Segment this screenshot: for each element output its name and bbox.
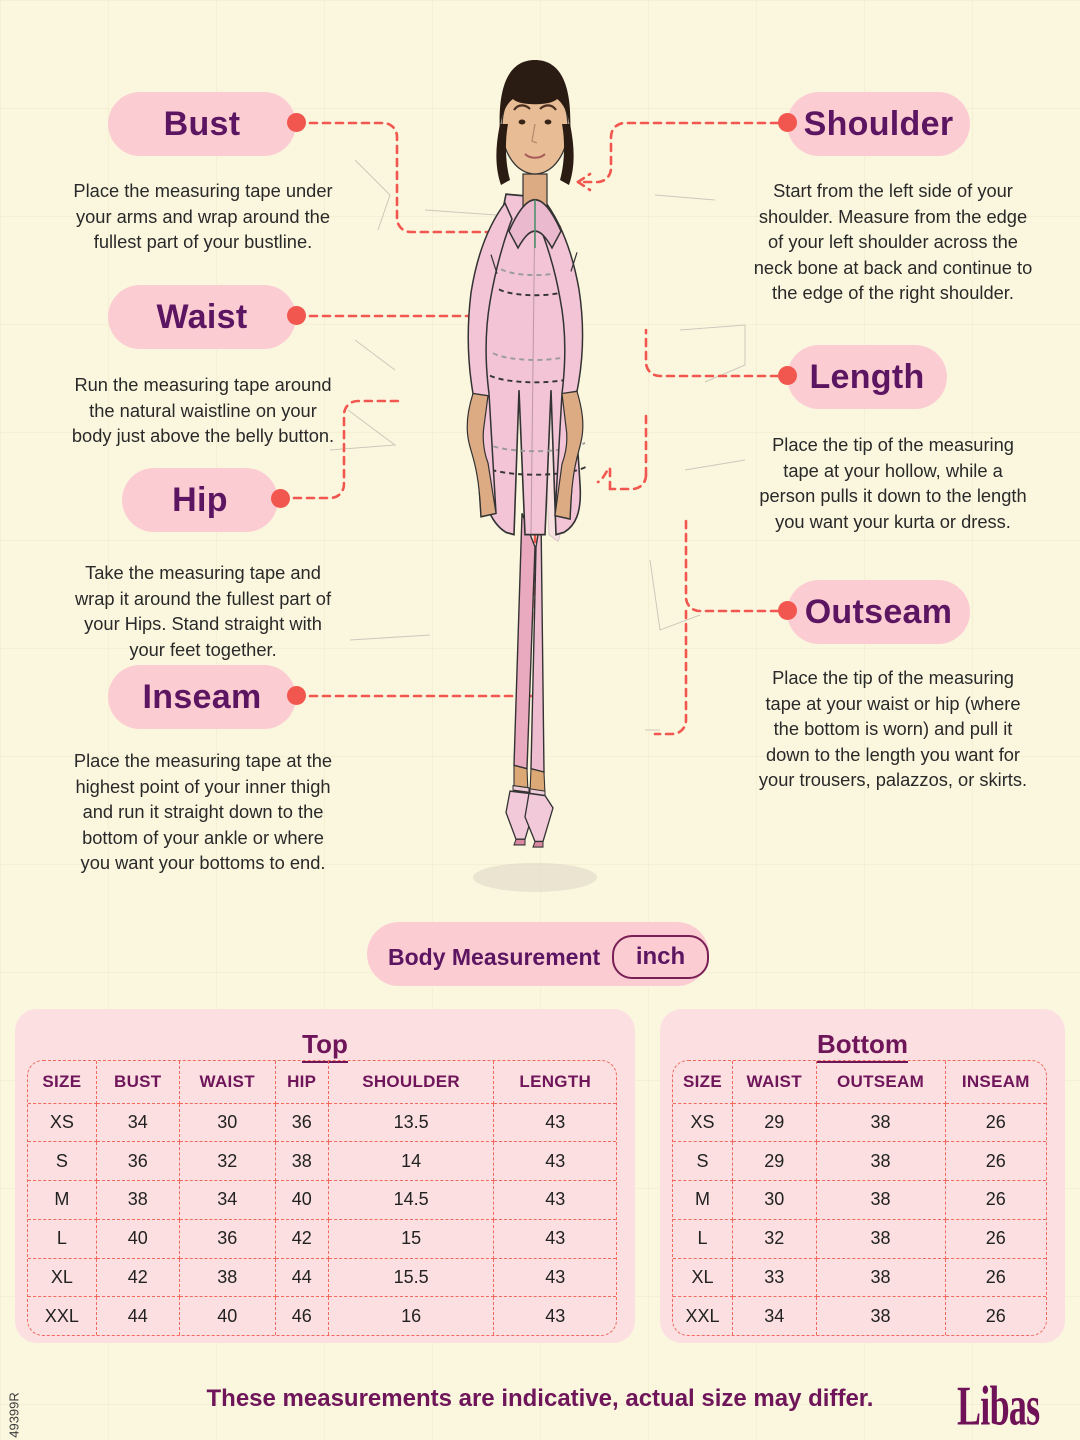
svg-text:49399R: 49399R [6, 1392, 21, 1438]
